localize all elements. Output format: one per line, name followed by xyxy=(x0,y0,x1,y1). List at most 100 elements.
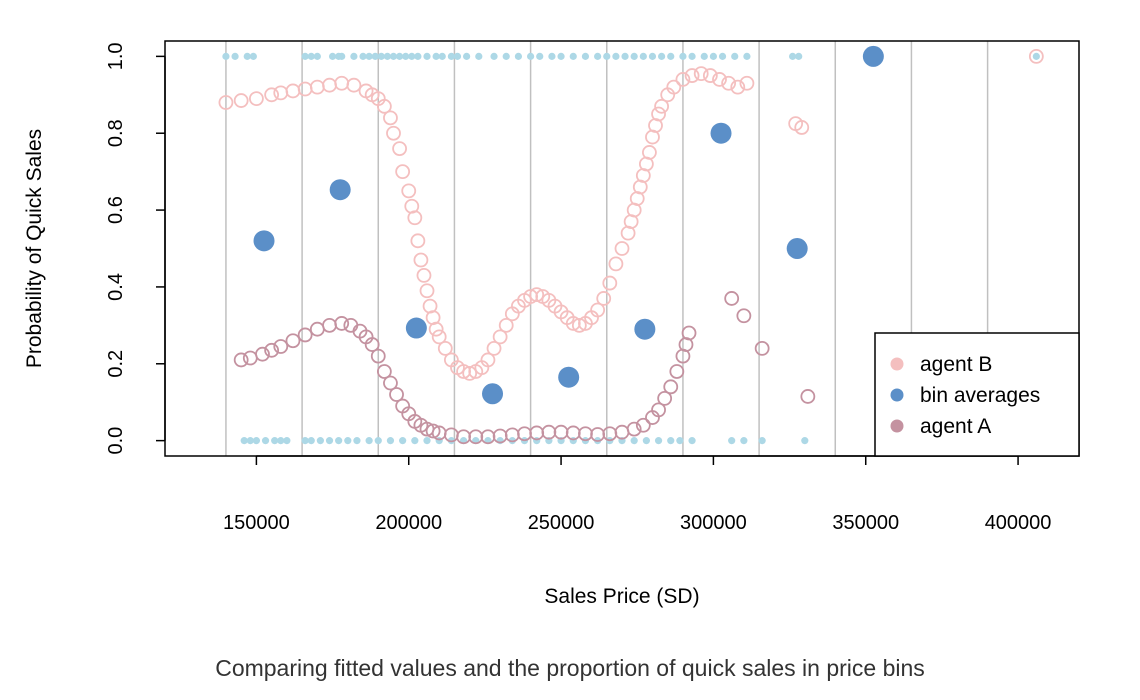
bin-average-point xyxy=(482,383,504,405)
agent-a-point xyxy=(376,364,392,379)
agent-a-point xyxy=(233,352,249,368)
raw-point xyxy=(648,52,657,60)
agent-a-point xyxy=(370,348,386,364)
raw-point xyxy=(344,437,352,445)
agent-b-point xyxy=(492,329,508,345)
raw-point xyxy=(423,437,431,445)
raw-point xyxy=(231,52,239,60)
raw-point xyxy=(639,52,647,60)
raw-point xyxy=(402,52,410,60)
agent-b-point xyxy=(462,365,478,381)
agent-a-point xyxy=(736,308,752,324)
bin-average-point xyxy=(786,238,808,259)
x-tick-label: 150000 xyxy=(223,512,290,534)
raw-point xyxy=(243,52,251,60)
raw-point xyxy=(667,52,675,60)
agent-b-point xyxy=(794,120,810,135)
raw-point xyxy=(261,437,270,445)
agent-b-point xyxy=(376,98,392,114)
raw-point xyxy=(252,437,260,445)
raw-point xyxy=(389,52,398,60)
agent-b-point xyxy=(248,91,264,107)
agent-a-point xyxy=(669,364,685,379)
legend: agent B bin averages agent A xyxy=(874,332,1080,457)
agent-a-point xyxy=(242,350,258,366)
agent-b-point xyxy=(407,210,423,226)
agent-b-point xyxy=(285,83,301,99)
agent-b-point xyxy=(322,77,337,93)
raw-point xyxy=(795,52,803,60)
raw-point xyxy=(359,52,367,60)
agent-a-point xyxy=(724,291,740,306)
raw-point xyxy=(514,52,523,60)
agent-b-point xyxy=(684,68,700,83)
agent-b-point xyxy=(395,164,411,180)
raw-point xyxy=(679,52,687,60)
y-axis: 0.0 0.2 0.4 0.6 0.8 1.0 xyxy=(105,42,166,455)
agent-b-point xyxy=(346,77,362,93)
raw-point xyxy=(386,437,395,445)
agent-a-point xyxy=(626,421,642,437)
agent-b-point xyxy=(486,341,502,356)
agent-b-point xyxy=(428,321,444,337)
raw-point xyxy=(313,52,321,60)
agent-a-point xyxy=(364,337,380,352)
agent-b-point xyxy=(218,95,234,110)
raw-points xyxy=(222,52,1040,445)
x-axis-title: Sales Price (SD) xyxy=(544,585,699,608)
legend-agent-b-marker xyxy=(890,357,904,371)
raw-point xyxy=(731,52,739,60)
raw-point xyxy=(335,437,343,445)
raw-point xyxy=(581,52,590,60)
raw-point xyxy=(399,437,407,445)
raw-point xyxy=(283,437,291,445)
raw-point xyxy=(411,437,419,445)
raw-point xyxy=(301,52,309,60)
raw-point xyxy=(642,437,650,445)
y-tick-label: 1.0 xyxy=(105,42,127,70)
raw-point xyxy=(271,437,279,445)
raw-point xyxy=(630,437,638,445)
raw-point xyxy=(801,437,809,445)
raw-point xyxy=(603,52,611,60)
agent-b-point xyxy=(675,72,691,87)
agent-b-point xyxy=(730,79,746,95)
raw-point xyxy=(463,52,471,60)
agent-a-point xyxy=(297,327,313,343)
raw-point xyxy=(350,52,358,60)
raw-point xyxy=(718,52,727,60)
x-tick-label: 250000 xyxy=(528,512,595,534)
raw-point xyxy=(374,437,382,445)
y-tick-label: 0.4 xyxy=(105,273,127,301)
agent-a-point xyxy=(322,317,337,333)
agent-b-point xyxy=(273,85,289,101)
agent-a-point xyxy=(754,341,770,356)
agent-b-point xyxy=(614,241,630,256)
raw-point xyxy=(353,437,361,445)
agent-a-point xyxy=(285,333,301,349)
agent-a-point xyxy=(635,417,651,433)
raw-point xyxy=(688,52,696,60)
raw-point xyxy=(536,52,544,60)
agent-b-point xyxy=(596,291,612,306)
raw-point xyxy=(383,52,392,60)
raw-point xyxy=(740,437,748,445)
legend-bin-averages-marker xyxy=(890,388,904,402)
bin-gridlines xyxy=(225,41,989,456)
raw-point xyxy=(338,52,346,60)
raw-point xyxy=(1032,52,1040,60)
agent-a-point xyxy=(651,402,666,418)
raw-point xyxy=(548,52,556,60)
raw-point xyxy=(307,437,315,445)
raw-point xyxy=(316,437,324,445)
agent-a-point xyxy=(273,339,289,354)
agent-b-point xyxy=(383,110,398,126)
agent-a-point xyxy=(255,346,270,362)
agent-a-point xyxy=(614,424,630,440)
bin-averages-series xyxy=(253,45,884,405)
agent-b-point xyxy=(233,93,249,108)
raw-point xyxy=(490,52,498,60)
raw-point xyxy=(307,52,315,60)
agent-a-point xyxy=(657,390,673,406)
x-tick-label: 400000 xyxy=(985,512,1052,534)
